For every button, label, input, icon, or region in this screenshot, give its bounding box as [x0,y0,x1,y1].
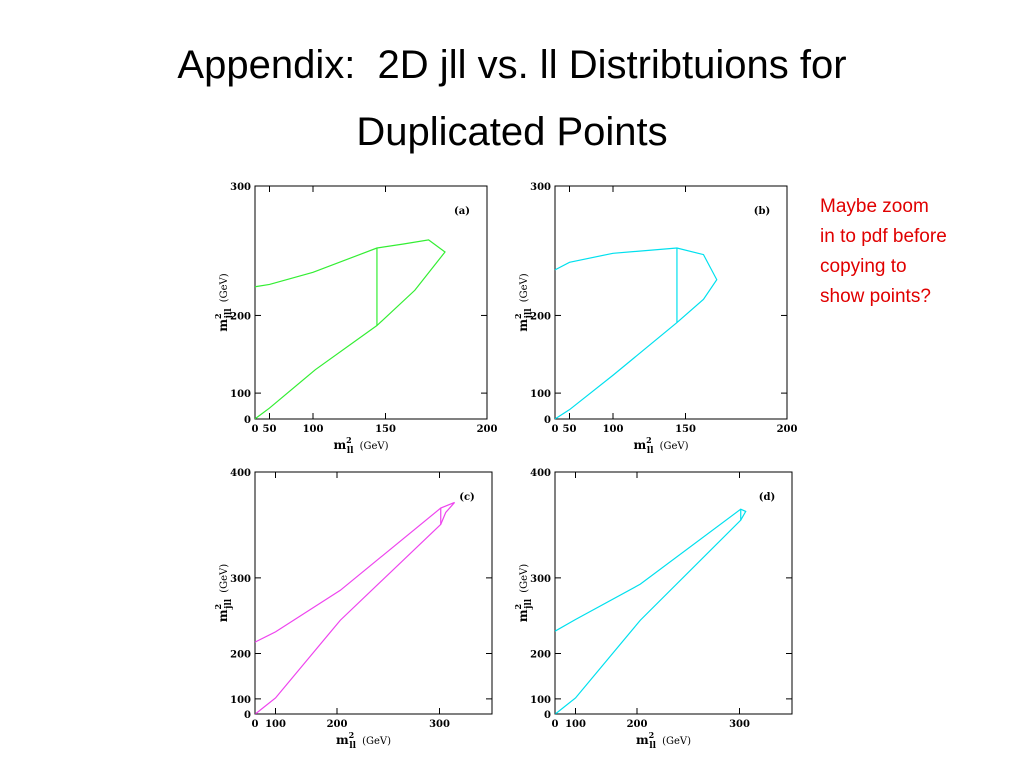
axis-label: m2jll (GeV) [213,564,234,622]
panel-label: (c) [459,492,475,503]
note: copying to [820,256,907,277]
axis-label-sup: 2 [349,730,355,740]
curve [554,508,747,715]
plot-frame [254,185,488,420]
axis-label-sub: jll [524,308,534,320]
note: in to pdf before [820,226,947,247]
plot-frame [554,185,788,420]
slide-title: Duplicated Points [356,110,667,154]
axis-label-unit: (GeV) [219,273,230,302]
x-tick-label: 0 [252,424,259,435]
note: Maybe zoom [820,196,929,217]
axis-label-unit: (GeV) [219,564,230,593]
axis-label-unit: (GeV) [360,441,389,452]
axis-label-base: m [516,319,530,332]
axis-label: m2 ll (GeV) [336,730,391,751]
axis-label-sup: 2 [646,435,652,445]
x-tick-label: 0 [552,424,559,435]
plot-frame [254,471,493,715]
y-tick-label: 400 [530,468,551,479]
axis-label-base: m [633,438,646,452]
axis-label-sup: 2 [213,604,223,610]
x-tick-label: 150 [375,424,396,435]
x-tick-label: 200 [477,424,498,435]
x-tick-label: 200 [627,719,648,730]
axis-label-unit: (GeV) [662,736,691,747]
axis-label: m2 ll (GeV) [633,435,688,456]
axis-label-sup: 2 [213,313,223,319]
slide-title: Appendix: 2D jll vs. ll Distribtuions fo… [177,43,846,87]
axis-label-unit: (GeV) [519,564,530,593]
axis-label-sup: 2 [513,604,523,610]
y-tick-label: 200 [230,650,251,661]
axis-label-sub: ll [649,741,656,751]
panel-label: (d) [759,492,775,503]
axis-label-sub: jll [224,308,234,320]
x-tick-label: 0 [252,719,259,730]
y-tick-label: 100 [530,389,551,400]
y-tick-label: 200 [530,311,551,322]
x-tick-label: 100 [265,719,286,730]
x-tick-label: 100 [603,424,624,435]
axis-label-unit: (GeV) [362,736,391,747]
y-tick-label: 300 [530,182,551,193]
y-tick-label: 0 [244,415,251,426]
axis-label-base: m [336,733,349,747]
x-tick-label: 300 [429,719,450,730]
y-tick-label: 0 [544,710,551,721]
x-tick-label: 200 [327,719,348,730]
x-tick-label: 100 [565,719,586,730]
x-tick-label: 300 [729,719,750,730]
axis-label: m2jll (GeV) [213,273,234,331]
y-tick-label: 300 [530,574,551,585]
y-tick-label: 100 [230,695,251,706]
y-tick-label: 300 [230,574,251,585]
axis-label-sub: ll [349,741,356,751]
axis-label-sub: ll [347,446,354,456]
y-tick-label: 0 [544,415,551,426]
x-tick-label: 150 [675,424,696,435]
axis-label-sup: 2 [649,730,655,740]
y-tick-label: 200 [230,311,251,322]
axis-label: m2 ll (GeV) [636,730,691,751]
x-tick-label: 0 [552,719,559,730]
axis-label-unit: (GeV) [660,441,689,452]
x-tick-label: 200 [777,424,798,435]
axis-label: m2jll (GeV) [513,564,534,622]
curve [254,501,456,715]
y-tick-label: 400 [230,468,251,479]
axis-label-sub: jll [524,598,534,610]
curve [554,247,718,420]
axis-label-sub: ll [647,446,654,456]
axis-label-sup: 2 [513,313,523,319]
axis-label-unit: (GeV) [519,273,530,302]
axis-label-base: m [516,609,530,622]
y-tick-label: 0 [244,710,251,721]
plot-frame [554,471,793,715]
y-tick-label: 100 [530,695,551,706]
y-tick-label: 300 [230,182,251,193]
axis-label: m2 ll (GeV) [333,435,388,456]
axis-label-base: m [216,609,230,622]
curve [254,239,446,420]
axis-label-sub: jll [224,598,234,610]
axis-label-base: m [636,733,649,747]
y-tick-label: 200 [530,650,551,661]
panel-label: (a) [454,206,470,217]
axis-label-sup: 2 [346,435,352,445]
note: show points? [820,286,931,307]
y-tick-label: 100 [230,389,251,400]
x-tick-label: 100 [303,424,324,435]
x-tick-label: 50 [563,424,577,435]
axis-label: m2jll (GeV) [513,273,534,331]
x-tick-label: 50 [263,424,277,435]
panel-label: (b) [754,206,770,217]
axis-label-base: m [216,319,230,332]
axis-label-base: m [333,438,346,452]
